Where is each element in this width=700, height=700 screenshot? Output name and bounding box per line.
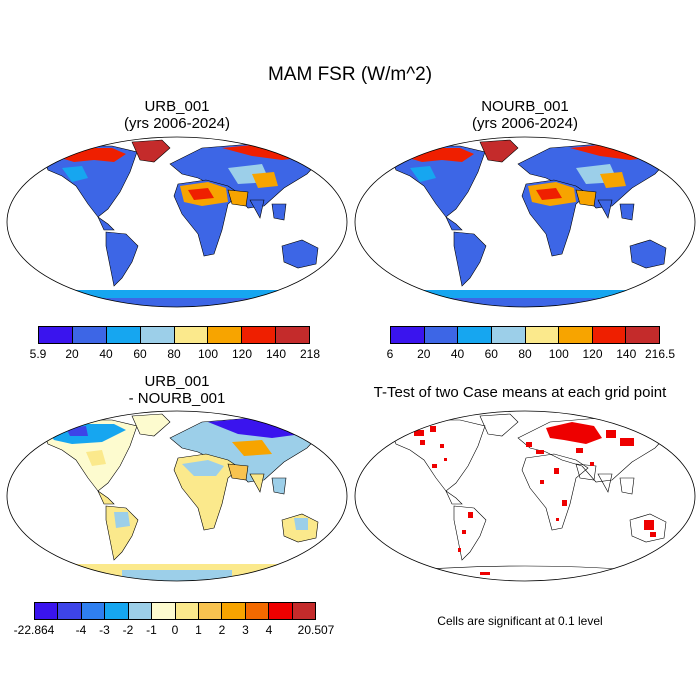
colorbar-swatch — [152, 603, 176, 619]
colorbar-tick-label: 20.507 — [297, 623, 335, 637]
colorbar-swatch — [175, 603, 199, 619]
colorbar-tick-label: 140 — [265, 347, 287, 361]
colorbar-swatch — [39, 327, 73, 343]
colorbar-swatch — [491, 327, 526, 343]
colorbar-swatch — [458, 327, 492, 343]
colorbar-swatch — [35, 603, 59, 619]
colorbar-tick-label: 80 — [518, 347, 532, 361]
colorbar-tick-label: 0 — [171, 623, 179, 637]
colorbar-tick-label: 3 — [242, 623, 249, 637]
colorbar-swatch — [391, 327, 425, 343]
colorbar-urb-labels: 5.9 20 40 60 80 100 120 140 218 — [30, 347, 320, 363]
colorbar-swatch — [174, 327, 209, 343]
colorbar-swatch — [105, 603, 129, 619]
colorbar-swatch — [58, 603, 82, 619]
colorbar-tick-label: 216.5 — [644, 347, 676, 361]
colorbar-swatch — [242, 327, 277, 343]
colorbar-swatch — [106, 327, 141, 343]
panel-title-nourb-line2: (yrs 2006-2024) — [472, 115, 578, 132]
map-urb — [6, 136, 348, 308]
colorbar-tick-label: 60 — [133, 347, 147, 361]
colorbar-tick-label: -3 — [99, 623, 110, 637]
colorbar-tick-label: 4 — [265, 623, 273, 637]
map-diff — [6, 410, 348, 582]
colorbar-swatch — [559, 327, 593, 343]
colorbar-swatch — [525, 327, 560, 343]
map-nourb — [354, 136, 696, 308]
panel-title-diff-line1: URB_001 — [144, 373, 210, 390]
colorbar-tick-label: 40 — [99, 347, 113, 361]
colorbar-tick-label: -22.864 — [13, 623, 55, 637]
colorbar-tick-label: 1 — [195, 623, 202, 637]
colorbar-swatch — [81, 603, 106, 619]
colorbar-swatch — [128, 603, 153, 619]
significance-note: Cells are significant at 0.1 level — [437, 614, 603, 628]
colorbar-tick-label: 60 — [484, 347, 498, 361]
colorbar-swatch — [424, 327, 459, 343]
panel-title-nourb: NOURB_001 (yrs 2006-2024) — [370, 98, 680, 132]
colorbar-swatch — [592, 327, 627, 343]
colorbar-tick-label: 120 — [231, 347, 253, 361]
colorbar-urb — [38, 326, 310, 344]
colorbar-tick-label: 20 — [65, 347, 79, 361]
colorbar-tick-label: 120 — [582, 347, 603, 361]
colorbar-nourb — [390, 326, 660, 344]
colorbar-tick-label: 40 — [450, 347, 465, 361]
colorbar-tick-label: -4 — [75, 623, 87, 637]
colorbar-diff-labels: -22.864 -4 -3 -2 -1 0 1 2 3 4 20.507 — [14, 623, 335, 639]
colorbar-tick-label: 218 — [299, 347, 321, 361]
colorbar-tick-label: 6 — [386, 347, 394, 361]
colorbar-swatch — [626, 327, 659, 343]
panel-title-diff-line2: - NOURB_001 — [128, 390, 226, 407]
colorbar-swatch — [198, 603, 223, 619]
panel-title-ttest: T-Test of two Case means at each grid po… — [373, 384, 667, 401]
colorbar-swatch — [72, 327, 107, 343]
colorbar-swatch — [208, 327, 243, 343]
panel-title-urb-line2: (yrs 2006-2024) — [124, 115, 230, 132]
colorbar-tick-label: 20 — [417, 347, 431, 361]
colorbar-diff — [34, 602, 316, 620]
main-title: MAM FSR (W/m^2) — [267, 64, 433, 85]
map-ttest — [354, 410, 696, 582]
panel-title-urb-line1: URB_001 — [144, 98, 210, 115]
colorbar-swatch — [222, 603, 246, 619]
colorbar-tick-label: 2 — [218, 623, 226, 637]
panel-title-urb: URB_001 (yrs 2006-2024) — [22, 98, 332, 132]
colorbar-swatch — [269, 603, 293, 619]
colorbar-tick-label: 5.9 — [29, 347, 47, 361]
colorbar-tick-label: 140 — [616, 347, 637, 361]
colorbar-nourb-labels: 6 20 40 60 80 100 120 140 216.5 — [386, 347, 675, 363]
colorbar-tick-label: -2 — [122, 623, 134, 637]
colorbar-swatch — [292, 603, 316, 619]
colorbar-tick-label: -1 — [146, 623, 157, 637]
map-frame — [355, 411, 695, 581]
colorbar-tick-label: 80 — [167, 347, 181, 361]
panel-title-diff: URB_001 - NOURB_001 — [22, 373, 332, 407]
colorbar-tick-label: 100 — [548, 347, 569, 361]
colorbar-swatch — [245, 603, 270, 619]
colorbar-swatch — [140, 327, 175, 343]
panel-title-nourb-line1: NOURB_001 — [481, 98, 569, 115]
colorbar-swatch — [276, 327, 309, 343]
colorbar-tick-label: 100 — [197, 347, 219, 361]
